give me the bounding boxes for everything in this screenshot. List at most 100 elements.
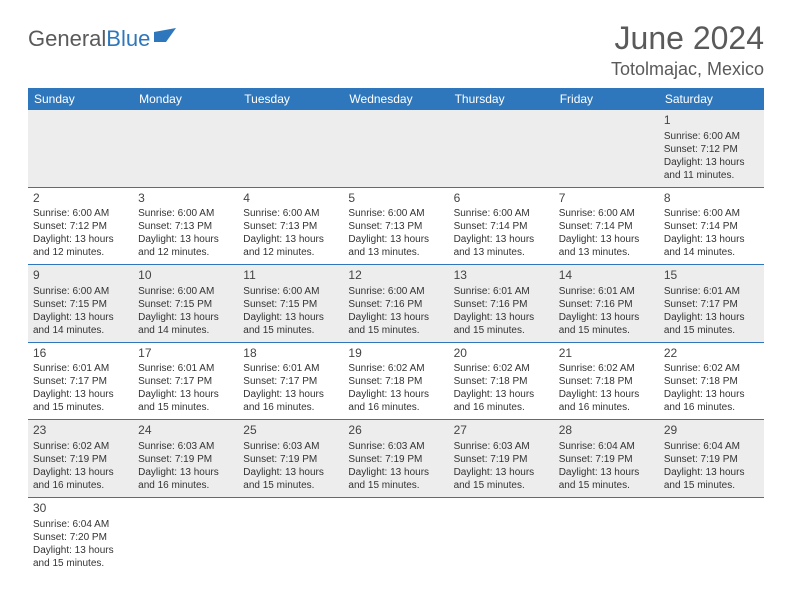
sunrise-text: Sunrise: 6:04 AM [664,440,759,453]
sunrise-text: Sunrise: 6:00 AM [243,207,338,220]
brand-part2: Blue [106,26,150,52]
daylight-text: Daylight: 13 hours [138,388,233,401]
sunrise-text: Sunrise: 6:01 AM [454,285,549,298]
day-number: 30 [33,501,128,517]
day-number: 20 [454,346,549,362]
daylight-text: and 15 minutes. [454,324,549,337]
daylight-text: and 16 minutes. [454,401,549,414]
calendar-day-cell: 4Sunrise: 6:00 AMSunset: 7:13 PMDaylight… [238,187,343,265]
calendar-day-cell: 27Sunrise: 6:03 AMSunset: 7:19 PMDayligh… [449,420,554,498]
calendar-day-cell: 17Sunrise: 6:01 AMSunset: 7:17 PMDayligh… [133,342,238,420]
daylight-text: Daylight: 13 hours [243,233,338,246]
calendar-day-cell [554,110,659,187]
day-number: 22 [664,346,759,362]
day-number: 19 [348,346,443,362]
daylight-text: and 16 minutes. [243,401,338,414]
calendar-day-cell [449,497,554,574]
calendar-day-cell [133,110,238,187]
sunset-text: Sunset: 7:16 PM [454,298,549,311]
sunset-text: Sunset: 7:15 PM [243,298,338,311]
daylight-text: Daylight: 13 hours [664,311,759,324]
sunrise-text: Sunrise: 6:00 AM [138,285,233,298]
day-number: 24 [138,423,233,439]
daylight-text: and 15 minutes. [243,324,338,337]
daylight-text: and 13 minutes. [454,246,549,259]
sunrise-text: Sunrise: 6:04 AM [33,518,128,531]
day-number: 7 [559,191,654,207]
calendar-day-cell [659,497,764,574]
sunrise-text: Sunrise: 6:03 AM [138,440,233,453]
daylight-text: Daylight: 13 hours [664,466,759,479]
daylight-text: and 13 minutes. [348,246,443,259]
daylight-text: and 15 minutes. [33,557,128,570]
sunset-text: Sunset: 7:17 PM [243,375,338,388]
day-number: 17 [138,346,233,362]
calendar-day-cell [238,497,343,574]
calendar-day-cell: 3Sunrise: 6:00 AMSunset: 7:13 PMDaylight… [133,187,238,265]
daylight-text: and 15 minutes. [348,324,443,337]
daylight-text: Daylight: 13 hours [454,233,549,246]
brand-part1: General [28,26,106,52]
daylight-text: and 15 minutes. [559,479,654,492]
daylight-text: and 13 minutes. [559,246,654,259]
sunset-text: Sunset: 7:18 PM [454,375,549,388]
daylight-text: and 12 minutes. [243,246,338,259]
day-header: Saturday [659,88,764,110]
sunrise-text: Sunrise: 6:02 AM [559,362,654,375]
daylight-text: Daylight: 13 hours [348,233,443,246]
day-number: 23 [33,423,128,439]
day-number: 21 [559,346,654,362]
daylight-text: Daylight: 13 hours [243,466,338,479]
sunset-text: Sunset: 7:12 PM [33,220,128,233]
day-number: 13 [454,268,549,284]
sunset-text: Sunset: 7:18 PM [348,375,443,388]
header: GeneralBlue June 2024 Totolmajac, Mexico [28,20,764,80]
sunrise-text: Sunrise: 6:04 AM [559,440,654,453]
day-number: 11 [243,268,338,284]
sunrise-text: Sunrise: 6:01 AM [559,285,654,298]
daylight-text: and 14 minutes. [33,324,128,337]
day-number: 3 [138,191,233,207]
calendar-day-cell: 7Sunrise: 6:00 AMSunset: 7:14 PMDaylight… [554,187,659,265]
sunset-text: Sunset: 7:12 PM [664,143,759,156]
daylight-text: Daylight: 13 hours [33,233,128,246]
daylight-text: and 15 minutes. [243,479,338,492]
daylight-text: Daylight: 13 hours [559,311,654,324]
daylight-text: Daylight: 13 hours [559,233,654,246]
calendar-day-cell: 26Sunrise: 6:03 AMSunset: 7:19 PMDayligh… [343,420,448,498]
calendar-day-cell [28,110,133,187]
sunset-text: Sunset: 7:13 PM [243,220,338,233]
daylight-text: Daylight: 13 hours [33,466,128,479]
sunset-text: Sunset: 7:19 PM [664,453,759,466]
sunrise-text: Sunrise: 6:00 AM [348,207,443,220]
day-header: Monday [133,88,238,110]
calendar-day-cell: 20Sunrise: 6:02 AMSunset: 7:18 PMDayligh… [449,342,554,420]
sunrise-text: Sunrise: 6:00 AM [138,207,233,220]
daylight-text: Daylight: 13 hours [348,466,443,479]
daylight-text: Daylight: 13 hours [138,311,233,324]
day-number: 2 [33,191,128,207]
sunset-text: Sunset: 7:14 PM [664,220,759,233]
daylight-text: and 15 minutes. [33,401,128,414]
calendar-day-cell: 15Sunrise: 6:01 AMSunset: 7:17 PMDayligh… [659,265,764,343]
sunrise-text: Sunrise: 6:03 AM [454,440,549,453]
daylight-text: Daylight: 13 hours [664,156,759,169]
calendar-day-cell: 11Sunrise: 6:00 AMSunset: 7:15 PMDayligh… [238,265,343,343]
sunset-text: Sunset: 7:19 PM [138,453,233,466]
day-number: 27 [454,423,549,439]
day-number: 4 [243,191,338,207]
brand-logo: GeneralBlue [28,20,180,52]
sunset-text: Sunset: 7:14 PM [454,220,549,233]
daylight-text: Daylight: 13 hours [243,311,338,324]
sunset-text: Sunset: 7:14 PM [559,220,654,233]
daylight-text: Daylight: 13 hours [454,311,549,324]
day-header: Wednesday [343,88,448,110]
calendar-week-row: 2Sunrise: 6:00 AMSunset: 7:12 PMDaylight… [28,187,764,265]
sunset-text: Sunset: 7:15 PM [33,298,128,311]
day-header: Friday [554,88,659,110]
daylight-text: Daylight: 13 hours [454,388,549,401]
daylight-text: Daylight: 13 hours [559,466,654,479]
calendar-week-row: 16Sunrise: 6:01 AMSunset: 7:17 PMDayligh… [28,342,764,420]
daylight-text: and 11 minutes. [664,169,759,182]
sunrise-text: Sunrise: 6:03 AM [348,440,443,453]
